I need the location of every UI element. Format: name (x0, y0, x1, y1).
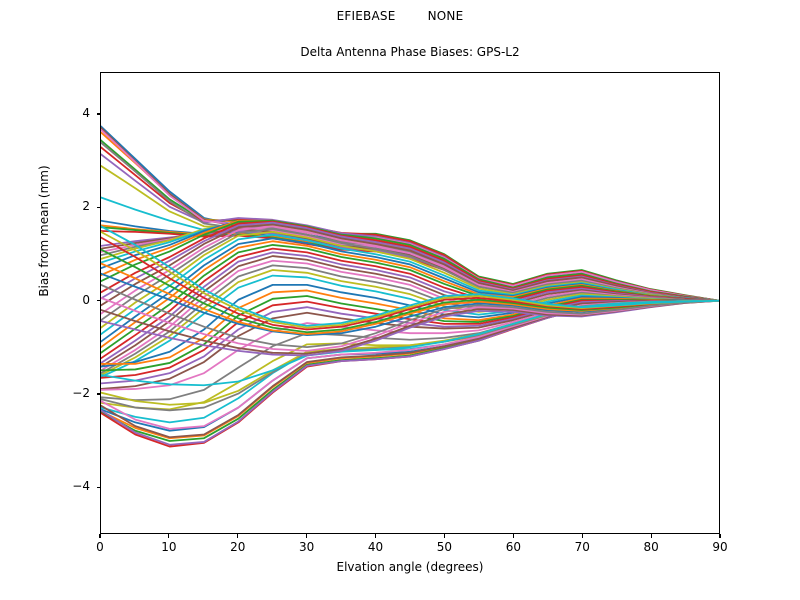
y-tick-mark (96, 486, 100, 488)
line-series (101, 225, 719, 315)
x-tick-label: 0 (96, 540, 104, 554)
line-series (101, 255, 719, 368)
line-series (101, 225, 719, 327)
y-tick-label: 4 (82, 106, 90, 120)
line-series (101, 272, 719, 336)
chart-title: Delta Antenna Phase Biases: GPS-L2 (300, 45, 520, 59)
y-tick-mark (96, 206, 100, 208)
line-series (101, 247, 719, 360)
line-series (101, 299, 719, 357)
x-tick-mark (719, 534, 721, 538)
line-series (101, 220, 719, 302)
x-tick-label: 40 (367, 540, 384, 554)
line-series (101, 236, 719, 331)
y-tick-label: −2 (72, 386, 90, 400)
x-tick-mark (237, 534, 239, 538)
y-tick-mark (96, 393, 100, 395)
line-series (101, 283, 719, 349)
line-series (101, 295, 719, 372)
y-tick-mark (96, 113, 100, 115)
x-tick-mark (168, 534, 170, 538)
line-series (101, 251, 719, 364)
line-series (101, 244, 719, 354)
x-tick-label: 10 (161, 540, 177, 554)
x-tick-mark (99, 534, 101, 538)
line-series (101, 228, 719, 322)
line-series (101, 296, 719, 352)
figure-suptitle: EFIEBASE NONE (336, 9, 464, 23)
y-axis-label: Bias from mean (mm) (37, 165, 51, 297)
x-tick-mark (375, 534, 377, 538)
y-tick-label: 0 (82, 292, 90, 307)
line-series (101, 233, 719, 336)
y-tick-label: −4 (72, 479, 90, 494)
line-series (101, 248, 719, 334)
x-tick-label: 90 (712, 540, 728, 554)
x-tick-mark (581, 534, 583, 538)
x-tick-label: 70 (574, 540, 590, 554)
x-tick-mark (443, 534, 445, 538)
x-tick-label: 50 (436, 540, 453, 554)
x-tick-mark (512, 534, 514, 538)
x-tick-mark (306, 534, 308, 538)
line-series (101, 223, 719, 307)
line-series (101, 128, 719, 302)
x-tick-label: 20 (230, 540, 246, 554)
y-tick-mark (96, 300, 100, 302)
x-tick-label: 80 (643, 540, 659, 554)
x-tick-label: 30 (299, 540, 315, 554)
plot-area (100, 72, 720, 534)
line-series (101, 299, 719, 387)
x-axis-label: Elvation angle (degrees) (336, 560, 484, 574)
x-tick-label: 60 (505, 540, 521, 554)
line-series-group (101, 125, 719, 448)
y-tick-label: 2 (82, 199, 90, 214)
x-tick-mark (650, 534, 652, 538)
